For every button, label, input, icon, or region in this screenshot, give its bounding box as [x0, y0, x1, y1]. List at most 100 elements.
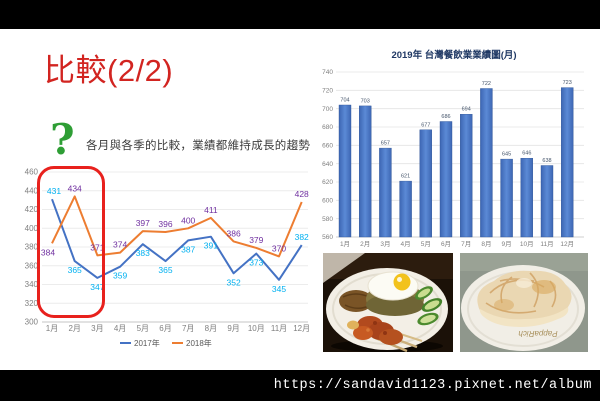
svg-text:2019年 台灣餐飲業業績圖(月): 2019年 台灣餐飲業業績圖(月) [391, 49, 516, 61]
brand-watermark: PappaRich [518, 329, 558, 338]
svg-text:3月: 3月 [380, 240, 390, 248]
svg-text:12月: 12月 [293, 324, 310, 333]
svg-text:320: 320 [25, 299, 39, 308]
svg-text:2月: 2月 [360, 240, 370, 248]
svg-text:374: 374 [113, 240, 127, 250]
svg-text:384: 384 [41, 247, 55, 257]
svg-text:620: 620 [322, 179, 333, 186]
svg-text:411: 411 [204, 205, 218, 215]
svg-text:600: 600 [322, 198, 333, 205]
svg-text:370: 370 [272, 243, 286, 253]
svg-text:677: 677 [421, 122, 430, 128]
question-mark-icon: ? [50, 115, 75, 164]
svg-text:400: 400 [181, 215, 195, 225]
note-text: 各月與各季的比較，業績都維持成長的趨勢 [86, 140, 311, 152]
svg-text:2018年: 2018年 [186, 338, 212, 348]
svg-text:6月: 6月 [441, 240, 451, 248]
svg-text:373: 373 [249, 258, 263, 268]
svg-text:387: 387 [181, 244, 195, 254]
svg-text:645: 645 [502, 152, 511, 158]
photo-nasi-goreng [323, 253, 453, 352]
svg-text:621: 621 [401, 174, 410, 180]
top-letterbox-bar [0, 0, 600, 29]
svg-text:1月: 1月 [340, 240, 350, 248]
svg-text:380: 380 [25, 243, 39, 252]
svg-text:3月: 3月 [91, 324, 103, 333]
svg-text:428: 428 [295, 189, 309, 199]
svg-text:2017年: 2017年 [134, 338, 160, 348]
svg-text:657: 657 [381, 141, 390, 147]
svg-text:360: 360 [25, 261, 39, 270]
red-highlight-annotation [37, 166, 105, 318]
svg-text:379: 379 [249, 235, 263, 245]
svg-text:460: 460 [25, 168, 39, 177]
svg-text:397: 397 [136, 218, 150, 228]
roti-canai-shape [477, 270, 572, 327]
svg-text:365: 365 [158, 265, 172, 275]
svg-text:7月: 7月 [461, 240, 471, 248]
napkin-shape [323, 253, 365, 283]
svg-text:4月: 4月 [401, 240, 411, 248]
svg-text:686: 686 [441, 114, 450, 120]
svg-text:640: 640 [322, 161, 333, 168]
svg-text:9月: 9月 [502, 240, 512, 248]
slide-title: 比較(2/2) [44, 53, 174, 88]
presentation-slide: 比較(2/2) ? 各月與各季的比較，業績都維持成長的趨勢 460 440 420 4… [0, 29, 600, 370]
svg-text:700: 700 [322, 106, 333, 113]
svg-text:2月: 2月 [68, 324, 80, 333]
svg-text:4月: 4月 [114, 324, 126, 333]
svg-text:434: 434 [68, 183, 82, 193]
svg-text:359: 359 [113, 271, 127, 281]
svg-text:10月: 10月 [248, 324, 265, 333]
svg-text:12月: 12月 [560, 240, 574, 248]
line-chart-2017-2018: 460 440 420 400 380 360 340 320 300 1月 2月 3月 4月 5月 6月 7… [16, 164, 320, 356]
svg-text:704: 704 [340, 98, 349, 104]
svg-text:5月: 5月 [137, 324, 149, 333]
svg-text:300: 300 [25, 318, 39, 327]
svg-text:680: 680 [322, 124, 333, 131]
svg-text:382: 382 [295, 232, 309, 242]
svg-text:400: 400 [25, 224, 39, 233]
svg-text:720: 720 [322, 88, 333, 95]
bar-chart-2019: 2019年 台灣餐飲業業績圖(月) 740 720 700 680 660 640 620 60… [318, 45, 590, 257]
satay-skewers-shape [347, 316, 423, 352]
svg-text:560: 560 [322, 234, 333, 241]
svg-text:383: 383 [136, 248, 150, 258]
svg-text:694: 694 [462, 107, 471, 113]
svg-text:347: 347 [90, 282, 104, 292]
svg-text:8月: 8月 [481, 240, 491, 248]
svg-text:723: 723 [563, 80, 572, 86]
svg-text:386: 386 [227, 228, 241, 238]
svg-text:5月: 5月 [421, 240, 431, 248]
svg-text:9月: 9月 [227, 324, 239, 333]
svg-text:1月: 1月 [46, 324, 58, 333]
svg-text:365: 365 [68, 265, 82, 275]
svg-text:638: 638 [542, 158, 551, 164]
svg-text:740: 740 [322, 69, 333, 76]
svg-text:8月: 8月 [205, 324, 217, 333]
cucumber-slices-shape [415, 286, 443, 326]
svg-text:10月: 10月 [520, 240, 534, 248]
footer-url: https://sandavid1123.pixnet.net/album [273, 378, 592, 393]
svg-text:11月: 11月 [271, 324, 287, 333]
svg-text:7月: 7月 [182, 324, 194, 333]
bottom-letterbox-bar [0, 370, 600, 401]
svg-text:340: 340 [25, 280, 39, 289]
svg-text:722: 722 [482, 81, 491, 87]
svg-text:660: 660 [322, 143, 333, 150]
svg-text:420: 420 [25, 205, 39, 214]
svg-text:345: 345 [272, 284, 286, 294]
svg-text:440: 440 [25, 186, 39, 195]
svg-text:11月: 11月 [540, 240, 553, 248]
photo-roti-canai: PappaRich [460, 253, 588, 352]
fried-egg-shape [367, 271, 419, 301]
svg-text:391: 391 [204, 241, 218, 251]
svg-text:352: 352 [227, 277, 241, 287]
svg-text:431: 431 [47, 186, 61, 196]
svg-text:703: 703 [361, 98, 370, 104]
svg-text:396: 396 [158, 219, 172, 229]
svg-text:646: 646 [522, 151, 531, 157]
svg-text:371: 371 [90, 242, 104, 252]
svg-text:6月: 6月 [159, 324, 171, 333]
svg-text:580: 580 [322, 216, 333, 223]
